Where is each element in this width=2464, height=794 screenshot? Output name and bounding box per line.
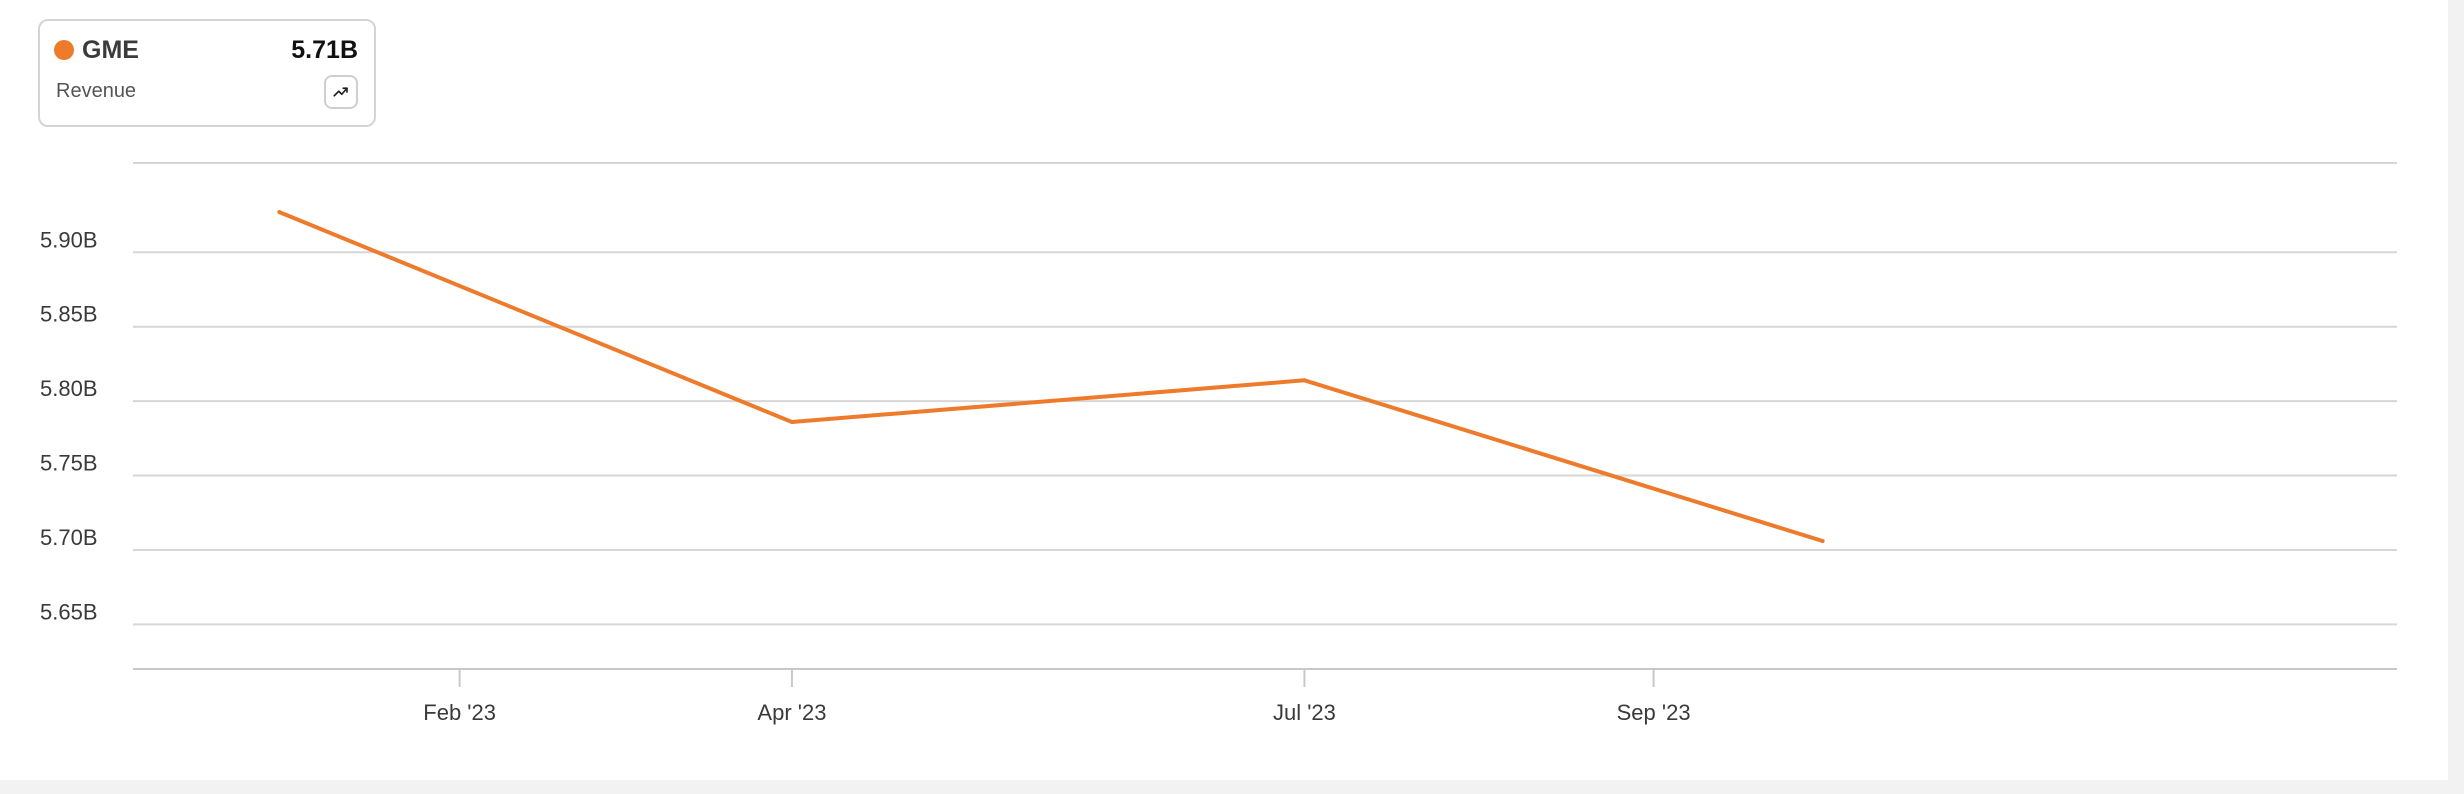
data-point — [789, 419, 794, 424]
x-axis-ticks: Feb '23 Apr '23 Jul '23 Sep '23 — [423, 669, 1691, 725]
legend-metric-label: Revenue — [56, 80, 137, 102]
chart-type-button[interactable] — [324, 75, 358, 109]
x-tick-label: Sep '23 — [1617, 700, 1691, 725]
data-point — [1302, 378, 1307, 383]
series-line-gme — [277, 210, 1825, 543]
data-point — [1820, 539, 1825, 544]
y-tick-label: 5.70B — [40, 525, 98, 550]
series-layer — [277, 210, 1825, 544]
y-axis-ticks: 5.90B 5.85B 5.80B 5.75B 5.70B 5.65B — [40, 227, 98, 624]
x-tick-label: Jul '23 — [1273, 700, 1336, 725]
x-tick-label: Apr '23 — [757, 700, 826, 725]
legend-card: GME 5.71B Revenue — [38, 19, 376, 127]
y-tick-label: 5.65B — [40, 599, 98, 624]
y-tick-label: 5.90B — [40, 227, 98, 252]
y-tick-label: 5.75B — [40, 451, 98, 476]
y-tick-label: 5.80B — [40, 376, 98, 401]
series-color-dot — [54, 40, 74, 60]
x-tick-label: Feb '23 — [423, 700, 496, 725]
legend-latest-value: 5.71B — [291, 36, 358, 64]
gridlines — [133, 162, 2397, 670]
legend-ticker: GME — [82, 36, 139, 64]
chart-panel: 5.90B 5.85B 5.80B 5.75B 5.70B 5.65B Feb '23 Ap… — [0, 0, 2448, 780]
data-point — [277, 210, 282, 215]
y-tick-label: 5.85B — [40, 302, 98, 327]
trending-up-icon — [333, 87, 348, 97]
